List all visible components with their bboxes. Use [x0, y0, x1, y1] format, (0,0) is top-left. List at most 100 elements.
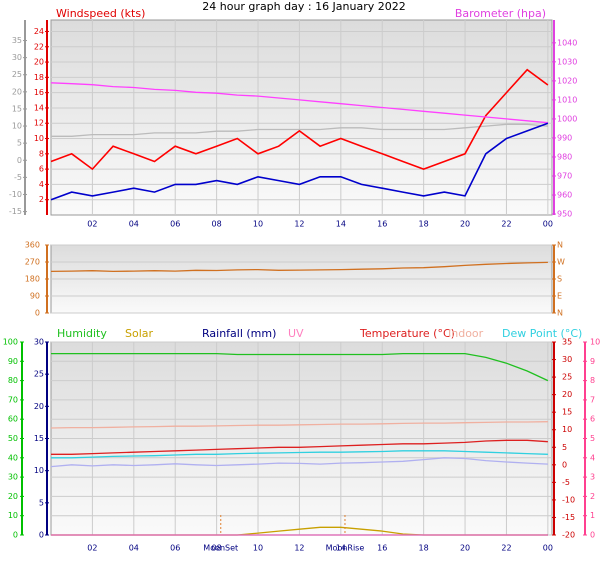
y-tick-label: 1030	[557, 57, 577, 66]
legend-entry: UV	[288, 327, 304, 340]
series-line	[50, 122, 549, 201]
x-tick-label: 20	[460, 220, 470, 229]
y-tick-label: 24	[34, 27, 44, 36]
y-tick-label: 25	[34, 370, 44, 379]
y-tick-label: 22	[34, 42, 44, 51]
y-tick-label: 5	[17, 139, 22, 148]
x-tick-label: 22	[501, 220, 511, 229]
legend-entry: Rainfall (mm)	[202, 327, 276, 340]
y-tick-label: 10	[8, 511, 18, 520]
y-tick-label: 8	[39, 149, 44, 158]
y-tick-label: 5	[562, 443, 567, 452]
y-tick-label: 10	[562, 425, 572, 434]
x-tick-label: 04	[129, 544, 139, 553]
y-tick-label: E	[557, 292, 562, 301]
x-tick-label: 12	[294, 220, 304, 229]
x-tick-label: 12	[294, 544, 304, 553]
x-tick-label: 22	[501, 544, 511, 553]
y-tick-label: -15	[562, 513, 575, 522]
y-tick-label: 950	[557, 210, 572, 219]
x-tick-label: 06	[170, 544, 180, 553]
y-tick-label: 960	[557, 191, 572, 200]
y-tick-label: 10	[34, 134, 44, 143]
y-tick-label: N	[557, 309, 563, 318]
y-tick-label: 15	[34, 434, 44, 443]
x-tick-label: 18	[419, 544, 429, 553]
y-tick-label: 12	[34, 119, 44, 128]
y-tick-label: 14	[34, 103, 44, 112]
y-tick-label: 1020	[557, 76, 577, 85]
y-tick-label: 0	[590, 531, 595, 540]
series-line	[51, 352, 549, 382]
x-tick-label: 14	[336, 544, 346, 553]
y-tick-label: 30	[8, 473, 18, 482]
y-tick-label: 25	[562, 373, 572, 382]
y-tick-label: 3	[590, 473, 595, 482]
series-line	[50, 261, 548, 273]
y-tick-label: 1010	[557, 95, 577, 104]
y-tick-label: 4	[39, 180, 44, 189]
x-tick-label: 04	[129, 220, 139, 229]
series-line	[50, 457, 548, 468]
y-tick-label: 15	[12, 104, 22, 113]
legend-entry: Dew Point (°C)	[502, 327, 582, 340]
y2-axis-label: Barometer (hpa)	[455, 7, 546, 20]
y-tick-label: 90	[8, 357, 18, 366]
chart-title: 24 hour graph day : 16 January 2022	[202, 0, 406, 13]
x-tick-label: 16	[377, 544, 387, 553]
y-tick-label: 970	[557, 172, 572, 181]
y-tick-label: 2	[590, 492, 595, 501]
y-tick-label: 25	[12, 70, 22, 79]
x-tick-label: 02	[87, 220, 97, 229]
y-tick-label: 180	[25, 275, 40, 284]
y-tick-label: 30	[12, 53, 22, 62]
y-tick-label: -10	[562, 495, 575, 504]
y-tick-label: 35	[12, 36, 22, 45]
y-tick-label: 15	[562, 408, 572, 417]
y-tick-label: 90	[30, 292, 40, 301]
y-tick-label: 1	[590, 511, 595, 520]
y-tick-label: 0	[39, 531, 44, 540]
y-tick-label: W	[557, 258, 565, 267]
y-tick-label: 5	[590, 434, 595, 443]
series-line	[50, 68, 549, 171]
y-tick-label: 360	[25, 241, 40, 250]
y-tick-label: 10	[34, 466, 44, 475]
legend-entry: Humidity	[57, 327, 107, 340]
x-tick-label: 10	[253, 544, 263, 553]
y-tick-label: 20	[34, 58, 44, 67]
y-tick-label: 35	[562, 338, 572, 347]
y-tick-label: -5	[14, 173, 22, 182]
y-tick-label: -5	[562, 478, 570, 487]
y-tick-label: 20	[34, 402, 44, 411]
annotation: MoonRise	[326, 544, 365, 553]
y-axis-label: Windspeed (kts)	[56, 7, 145, 20]
y-tick-label: 4	[590, 453, 595, 462]
x-tick-label: 18	[419, 220, 429, 229]
annotation: MoonSet	[203, 544, 238, 553]
legend-entry: Temperature (°C)	[359, 327, 455, 340]
x-tick-label: 00	[543, 220, 553, 229]
x-tick-label: 00	[543, 544, 553, 553]
series-line	[51, 123, 548, 137]
y-tick-label: 20	[562, 390, 572, 399]
y-tick-label: 18	[34, 73, 44, 82]
x-tick-label: 10	[253, 220, 263, 229]
y-tick-label: 60	[8, 415, 18, 424]
y-tick-label: 10	[12, 122, 22, 131]
y-tick-label: 6	[39, 165, 44, 174]
y-tick-label: 16	[34, 88, 44, 97]
series-line	[50, 82, 548, 124]
series-line	[51, 439, 548, 455]
y-tick-label: N	[557, 241, 563, 250]
x-tick-label: 08	[212, 544, 222, 553]
legend-entry: Solar	[125, 327, 154, 340]
y-tick-label: 7	[590, 395, 595, 404]
x-tick-label: 16	[377, 220, 387, 229]
y-tick-label: 0	[13, 531, 18, 540]
x-tick-label: 14	[336, 220, 346, 229]
y-tick-label: -10	[9, 190, 22, 199]
y-tick-label: 980	[557, 152, 572, 161]
y-tick-label: 1040	[557, 38, 577, 47]
y-tick-label: 40	[8, 453, 18, 462]
